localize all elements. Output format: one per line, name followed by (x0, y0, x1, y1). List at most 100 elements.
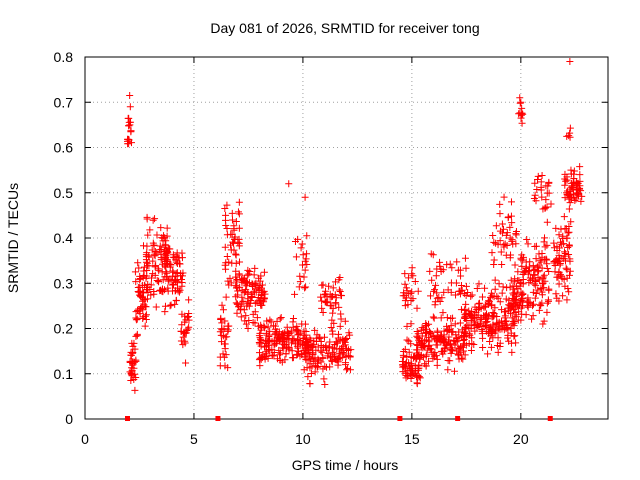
data-point (515, 110, 523, 118)
data-point (232, 250, 240, 258)
data-point (155, 277, 163, 285)
data-point (487, 332, 495, 340)
data-point (534, 286, 542, 294)
data-point (264, 354, 272, 362)
data-point (462, 330, 470, 338)
data-point (321, 290, 329, 298)
data-point (491, 285, 499, 293)
data-point (147, 281, 155, 289)
data-point (576, 185, 584, 193)
data-point (415, 336, 423, 344)
data-point (151, 262, 159, 270)
data-point (415, 366, 422, 374)
data-point (218, 301, 226, 309)
data-point (320, 375, 328, 383)
data-point (158, 260, 166, 268)
data-point (444, 366, 452, 374)
data-point (163, 257, 171, 265)
data-point (462, 341, 470, 349)
data-point (334, 361, 342, 369)
data-point (478, 325, 486, 333)
data-point (430, 314, 438, 322)
data-point (526, 299, 534, 307)
data-point (552, 290, 560, 298)
y-tick-label: 0.2 (54, 321, 74, 337)
x-tick-label: 0 (81, 431, 89, 447)
data-point (339, 346, 347, 354)
data-point (139, 313, 147, 321)
data-point (524, 303, 532, 311)
data-point (408, 270, 416, 278)
data-point (429, 313, 437, 321)
data-point (440, 288, 448, 296)
data-point (511, 332, 519, 340)
data-point (221, 204, 229, 212)
data-point (232, 251, 240, 259)
data-point (346, 366, 354, 374)
data-point (425, 334, 433, 342)
data-point (330, 319, 338, 327)
data-point (439, 348, 447, 356)
data-point (171, 276, 179, 284)
data-point (434, 328, 442, 336)
data-point (285, 346, 293, 354)
data-point (327, 324, 335, 332)
data-point (399, 351, 407, 359)
data-point (133, 315, 141, 323)
data-point (149, 216, 157, 224)
data-point (131, 386, 139, 394)
data-point (432, 281, 440, 289)
data-point (464, 288, 472, 296)
data-point (426, 328, 434, 336)
data-point (145, 253, 153, 261)
data-point (222, 259, 230, 267)
data-point (538, 193, 546, 201)
data-point (567, 195, 575, 203)
data-point (514, 285, 522, 293)
data-point (171, 300, 179, 308)
data-point (151, 215, 159, 223)
data-point (259, 351, 267, 359)
data-point (578, 192, 586, 200)
data-point (149, 257, 157, 265)
data-point (332, 338, 340, 346)
data-point (291, 238, 299, 246)
data-point (536, 256, 544, 264)
data-point (221, 243, 229, 251)
data-point (338, 292, 346, 300)
data-point (166, 302, 174, 310)
data-point (164, 287, 172, 295)
data-point (130, 375, 138, 383)
data-point (429, 355, 437, 363)
data-point (246, 267, 254, 275)
data-point (499, 225, 507, 233)
data-point (486, 338, 494, 346)
data-point (150, 241, 158, 249)
data-point (401, 280, 409, 288)
data-point (250, 288, 258, 296)
data-point (340, 337, 348, 345)
data-point (282, 340, 290, 348)
data-point (519, 295, 527, 303)
data-point (524, 240, 532, 248)
data-point (326, 338, 334, 346)
data-point (472, 308, 480, 316)
data-point (321, 381, 329, 389)
data-point (538, 299, 546, 307)
data-point (517, 279, 525, 287)
data-point (484, 350, 492, 358)
data-point (514, 268, 522, 276)
data-point (447, 322, 455, 330)
data-point (494, 325, 502, 333)
data-point (241, 288, 249, 296)
data-point (506, 254, 514, 262)
data-point (496, 210, 504, 218)
data-point (217, 331, 225, 339)
data-point (244, 324, 252, 332)
data-point (171, 273, 179, 281)
data-point (248, 280, 256, 288)
data-point (240, 277, 248, 285)
data-point (233, 300, 241, 308)
data-point (127, 128, 135, 136)
data-point (127, 139, 135, 147)
